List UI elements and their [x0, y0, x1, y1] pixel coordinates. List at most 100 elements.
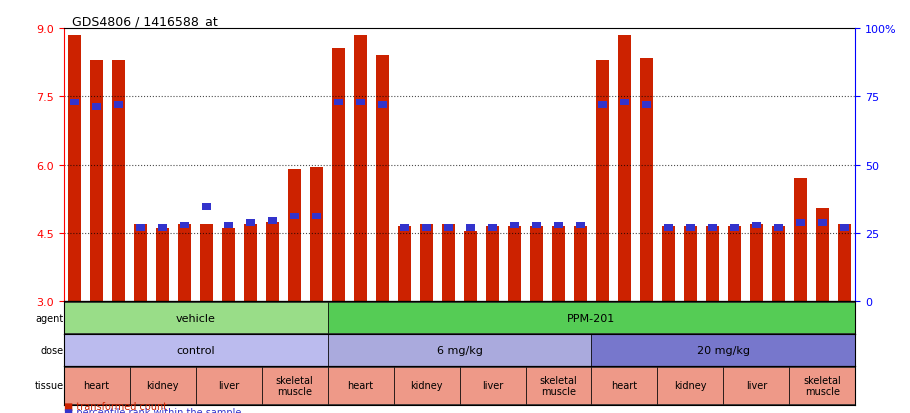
Bar — [180, 222, 189, 229]
Bar — [444, 224, 453, 231]
Bar — [268, 218, 278, 224]
Bar — [422, 224, 431, 231]
Bar — [224, 222, 233, 229]
Bar — [750, 224, 763, 301]
Text: kidney: kidney — [410, 380, 443, 391]
Bar — [312, 213, 321, 220]
Bar — [334, 100, 343, 106]
Bar — [114, 102, 123, 109]
Bar — [92, 104, 101, 111]
FancyBboxPatch shape — [64, 335, 328, 366]
Bar — [442, 224, 455, 301]
Text: kidney: kidney — [674, 380, 707, 391]
Bar — [796, 220, 805, 227]
FancyBboxPatch shape — [64, 367, 130, 404]
Bar — [158, 224, 167, 231]
Bar — [356, 100, 365, 106]
Bar — [354, 36, 367, 301]
Bar — [222, 229, 235, 301]
Bar — [68, 36, 81, 301]
Bar — [244, 224, 258, 301]
Text: PPM-201: PPM-201 — [567, 313, 616, 323]
FancyBboxPatch shape — [723, 367, 789, 404]
Bar — [310, 168, 323, 301]
Bar — [398, 227, 411, 301]
Text: liver: liver — [746, 380, 767, 391]
Bar — [642, 102, 651, 109]
FancyBboxPatch shape — [657, 367, 723, 404]
Bar — [730, 224, 739, 231]
Bar — [290, 213, 299, 220]
Bar — [706, 227, 719, 301]
Text: control: control — [177, 345, 215, 355]
FancyBboxPatch shape — [328, 302, 855, 333]
FancyBboxPatch shape — [789, 367, 855, 404]
Bar — [683, 227, 697, 301]
Text: heart: heart — [84, 380, 110, 391]
FancyBboxPatch shape — [592, 335, 855, 366]
Bar — [662, 227, 675, 301]
Text: liver: liver — [218, 380, 239, 391]
Bar — [464, 231, 477, 301]
Bar — [466, 224, 475, 231]
Text: 6 mg/kg: 6 mg/kg — [437, 345, 482, 355]
Bar — [574, 227, 587, 301]
Bar — [332, 50, 345, 301]
Bar — [554, 222, 563, 229]
FancyBboxPatch shape — [328, 367, 393, 404]
Text: liver: liver — [482, 380, 503, 391]
FancyBboxPatch shape — [64, 302, 328, 333]
Bar — [112, 61, 126, 301]
Bar — [420, 224, 433, 301]
Bar — [157, 229, 169, 301]
Text: kidney: kidney — [147, 380, 179, 391]
Bar — [376, 56, 389, 301]
Text: dose: dose — [41, 345, 64, 355]
Bar — [818, 220, 827, 227]
Bar — [640, 59, 653, 301]
Bar — [178, 224, 191, 301]
Bar — [200, 224, 213, 301]
Bar — [794, 179, 807, 301]
Bar — [752, 222, 761, 229]
Text: ■ percentile rank within the sample: ■ percentile rank within the sample — [64, 407, 241, 413]
Bar — [598, 102, 607, 109]
Text: skeletal
muscle: skeletal muscle — [276, 375, 313, 396]
Text: heart: heart — [612, 380, 638, 391]
Bar — [774, 224, 783, 231]
Bar — [510, 222, 519, 229]
Bar — [576, 222, 585, 229]
Bar — [134, 224, 147, 301]
Bar — [288, 170, 301, 301]
Bar — [508, 227, 521, 301]
FancyBboxPatch shape — [592, 367, 657, 404]
Text: vehicle: vehicle — [176, 313, 216, 323]
Bar — [551, 227, 565, 301]
Bar — [136, 224, 146, 231]
Text: skeletal
muscle: skeletal muscle — [804, 375, 841, 396]
Bar — [486, 227, 499, 301]
Text: skeletal
muscle: skeletal muscle — [540, 375, 577, 396]
Bar — [532, 222, 541, 229]
Bar — [772, 227, 785, 301]
Text: GDS4806 / 1416588_at: GDS4806 / 1416588_at — [72, 15, 217, 28]
Text: heart: heart — [348, 380, 374, 391]
Text: agent: agent — [35, 313, 64, 323]
Bar — [618, 36, 631, 301]
Bar — [488, 224, 497, 231]
Bar — [708, 224, 717, 231]
Bar — [266, 222, 279, 301]
Bar — [620, 100, 629, 106]
FancyBboxPatch shape — [460, 367, 526, 404]
Bar — [400, 224, 410, 231]
Bar — [728, 227, 741, 301]
FancyBboxPatch shape — [526, 367, 592, 404]
Bar — [530, 227, 543, 301]
Text: tissue: tissue — [35, 380, 64, 391]
Bar — [70, 100, 79, 106]
Text: 20 mg/kg: 20 mg/kg — [697, 345, 750, 355]
Bar — [246, 220, 255, 227]
Bar — [202, 204, 211, 211]
FancyBboxPatch shape — [328, 335, 592, 366]
FancyBboxPatch shape — [196, 367, 262, 404]
